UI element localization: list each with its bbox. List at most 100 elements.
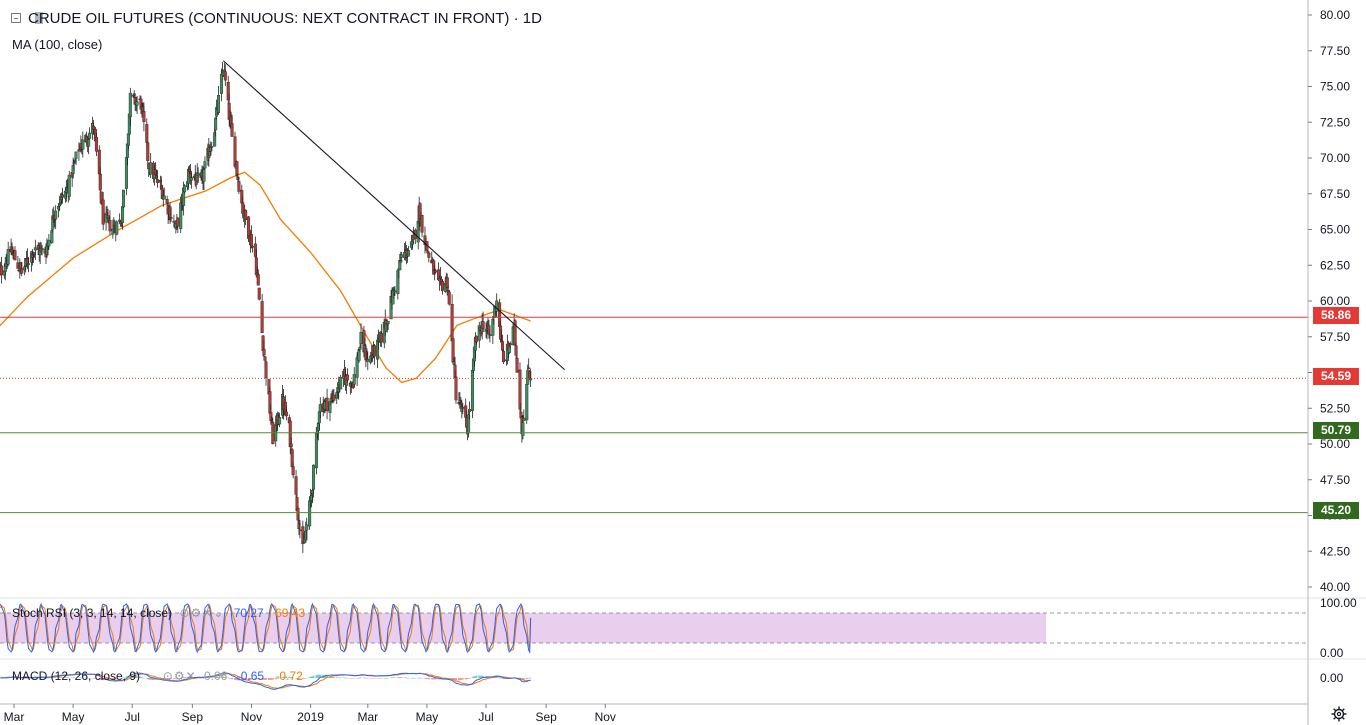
candle-down bbox=[176, 217, 180, 233]
candle-down bbox=[165, 195, 169, 207]
candle-body bbox=[20, 268, 24, 274]
candle-up bbox=[179, 197, 183, 234]
candle-down bbox=[108, 210, 112, 236]
stoch-rsi-legend[interactable]: Stoch RSI (3, 3, 14, 14, close) ⊙⚙✕⌄ 70.… bbox=[12, 606, 305, 620]
candle-body bbox=[461, 407, 465, 409]
macd-hist-bar bbox=[522, 678, 525, 680]
candlestick-series bbox=[0, 61, 533, 553]
candle-up bbox=[217, 86, 221, 116]
candle-down bbox=[501, 348, 505, 365]
candle-body bbox=[296, 507, 300, 521]
candle-down bbox=[481, 311, 485, 332]
macd-hist-bar bbox=[332, 677, 335, 678]
candle-body bbox=[118, 219, 122, 222]
candle-body bbox=[162, 195, 166, 200]
candle-body bbox=[450, 304, 454, 342]
candle-body bbox=[145, 124, 149, 143]
support-price-tag-lower: 45.20 bbox=[1313, 502, 1359, 519]
candle-body bbox=[481, 321, 485, 329]
candle-body bbox=[146, 142, 150, 161]
y-tick-label: 40.00 bbox=[1320, 580, 1350, 594]
candle-body bbox=[230, 123, 234, 137]
macd-hist-bar bbox=[54, 677, 57, 678]
candle-body bbox=[237, 181, 241, 192]
candle-body bbox=[135, 101, 139, 106]
candle-body bbox=[345, 374, 349, 381]
candle-up bbox=[352, 367, 356, 388]
candle-down bbox=[527, 358, 531, 370]
y-tick-label: 60.00 bbox=[1320, 294, 1350, 308]
candle-body bbox=[396, 270, 400, 295]
candle-down bbox=[420, 214, 424, 238]
candle-down bbox=[155, 169, 159, 188]
stoch-k-line bbox=[0, 602, 532, 654]
trendline-layer bbox=[222, 60, 565, 371]
candle-body bbox=[305, 524, 309, 531]
macd-hist-bar bbox=[13, 677, 16, 679]
candle-down bbox=[518, 362, 522, 414]
macd-hist-bar bbox=[142, 678, 145, 679]
macd-hist-bar bbox=[461, 678, 464, 680]
macd-hist-bar bbox=[502, 678, 505, 679]
y-tick-label: 50.00 bbox=[1320, 437, 1350, 451]
candle-body bbox=[468, 409, 472, 413]
candle-down bbox=[223, 64, 227, 87]
candle-down bbox=[264, 360, 268, 386]
macd-line bbox=[0, 672, 531, 690]
indicator-controls-icon[interactable]: ⊙⚙✕⌄ bbox=[179, 606, 225, 620]
macd-hist-bar bbox=[179, 677, 182, 679]
y-tick-label: 80.00 bbox=[1320, 8, 1350, 22]
macd-hist-bar bbox=[75, 677, 78, 679]
candle-body bbox=[522, 418, 526, 422]
macd-hist-bar bbox=[475, 675, 478, 678]
macd-hist-bar bbox=[360, 677, 363, 679]
y-tick-label: 57.50 bbox=[1320, 330, 1350, 344]
collapse-toggle-icon[interactable] bbox=[11, 13, 21, 23]
candle-body bbox=[256, 274, 260, 286]
candle-body bbox=[54, 210, 58, 220]
macd-hist-bar bbox=[183, 677, 186, 678]
x-tick-label: Nov bbox=[595, 710, 616, 724]
candle-body bbox=[176, 217, 180, 227]
macd-hist-bar bbox=[20, 678, 23, 679]
macd-hist-value: 0.06 bbox=[204, 669, 228, 683]
candle-up bbox=[312, 464, 316, 498]
x-tick-label: Sep bbox=[535, 710, 557, 724]
candle-up bbox=[495, 293, 499, 318]
candle-body bbox=[284, 411, 288, 417]
candle-up bbox=[339, 374, 343, 390]
candle-down bbox=[454, 369, 458, 404]
macd-controls-icon[interactable]: ⌄ ⊙⚙✕ bbox=[147, 669, 197, 683]
candle-up bbox=[407, 245, 411, 257]
candle-body bbox=[165, 199, 169, 204]
candle-down bbox=[427, 251, 431, 263]
settings-gear-icon[interactable] bbox=[1331, 706, 1347, 722]
candle-up bbox=[183, 184, 187, 194]
candle-body bbox=[386, 320, 390, 324]
macd-hist-bar bbox=[278, 677, 281, 679]
candle-down bbox=[237, 176, 241, 195]
x-tick-label: Jul bbox=[478, 710, 493, 724]
macd-legend[interactable]: MACD (12, 26, close, 9) ⌄ ⊙⚙✕ 0.06 -0.65… bbox=[12, 669, 303, 683]
candle-body bbox=[529, 378, 533, 381]
candle-up bbox=[27, 256, 31, 273]
candle-up bbox=[50, 229, 54, 244]
candle-body bbox=[172, 220, 176, 223]
ma-indicator-label[interactable]: MA (100, close) bbox=[12, 37, 103, 52]
candle-down bbox=[101, 191, 105, 231]
ma-100-line bbox=[0, 171, 531, 384]
candle-body bbox=[434, 270, 438, 273]
candle-body bbox=[352, 374, 356, 385]
candle-up bbox=[468, 401, 472, 420]
macd-hist-bar bbox=[482, 675, 485, 678]
candle-body bbox=[501, 351, 505, 363]
candle-body bbox=[312, 464, 316, 490]
candle-body bbox=[81, 139, 85, 150]
downtrend-line[interactable] bbox=[222, 60, 565, 371]
candle-body bbox=[121, 206, 125, 223]
candle-body bbox=[202, 169, 206, 182]
candle-body bbox=[507, 346, 511, 354]
candle-body bbox=[400, 254, 404, 258]
candle-up bbox=[6, 241, 10, 267]
